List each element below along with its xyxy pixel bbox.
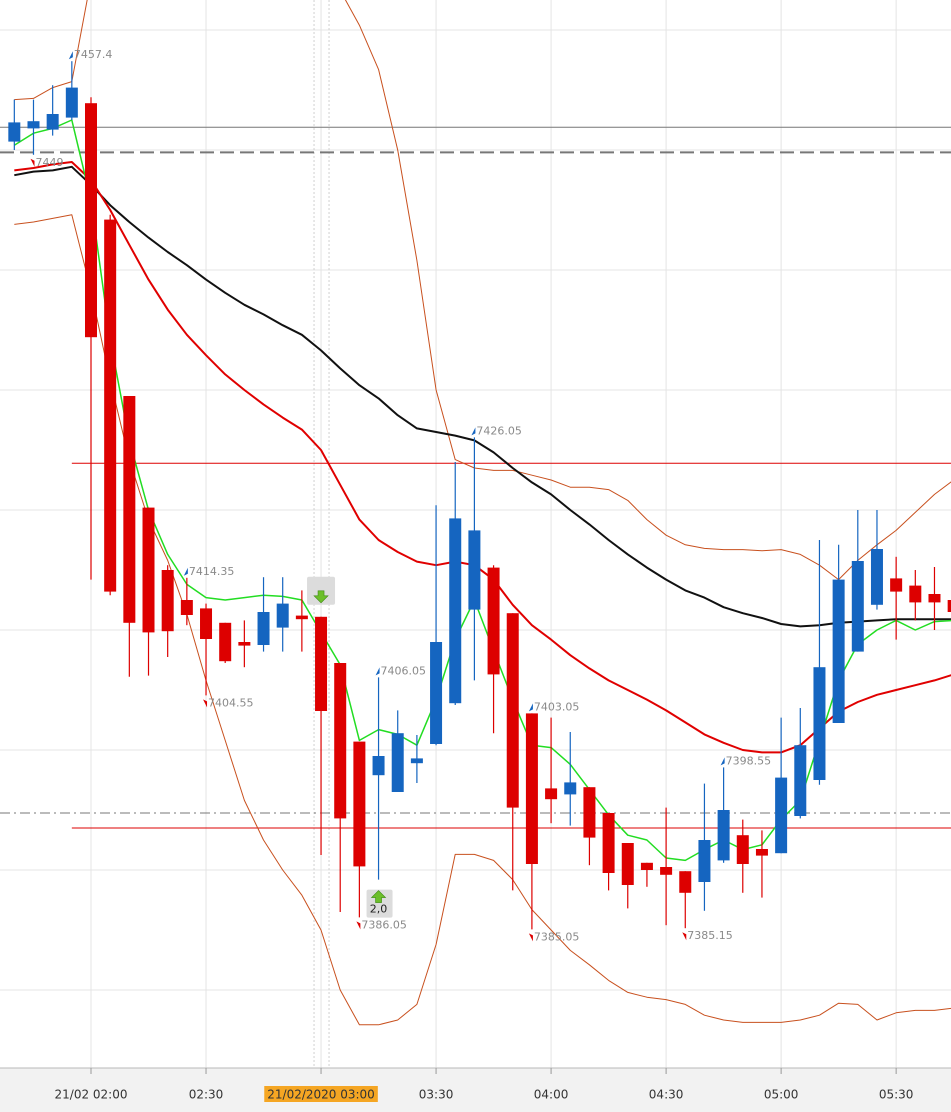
- high-marker: [720, 757, 725, 766]
- low-label: 7449: [35, 156, 63, 169]
- candle-body: [583, 787, 596, 838]
- high-label: 7406.05: [381, 664, 427, 677]
- candle-body: [794, 745, 807, 816]
- high-label: 7426.05: [476, 424, 522, 437]
- candle-body: [257, 612, 270, 645]
- x-tick-label: 04:30: [649, 1088, 684, 1102]
- candle-body: [180, 600, 193, 615]
- candle-body: [372, 756, 385, 776]
- candle-body: [506, 613, 519, 808]
- x-tick-label: 04:00: [534, 1088, 569, 1102]
- candle-body: [449, 518, 462, 704]
- plot-area: 7457.4 7414.35 7406.05 7426.05 7403.05 7398.5…: [0, 0, 951, 1026]
- high-marker: [375, 667, 380, 676]
- candle-body: [928, 594, 941, 603]
- candle-body: [65, 87, 78, 118]
- x-axis-bar: [0, 1068, 951, 1112]
- high-marker: [471, 427, 476, 436]
- candle-body: [46, 114, 59, 130]
- candle-body: [104, 219, 117, 592]
- candle-body: [602, 813, 615, 873]
- candle-body: [717, 810, 730, 861]
- candle-body: [660, 867, 673, 875]
- low-label: 7385.15: [687, 929, 733, 942]
- signal-arrow: [370, 890, 387, 903]
- candle-body: [621, 843, 634, 885]
- low-marker: [528, 933, 533, 942]
- candle-body: [640, 862, 653, 870]
- high-marker: [528, 703, 533, 712]
- high-label: 7457.4: [74, 48, 113, 61]
- low-label: 7385.05: [534, 930, 580, 943]
- candle-body: [200, 608, 213, 639]
- candle-body: [775, 777, 788, 854]
- candle-body: [525, 713, 538, 864]
- x-tick-label: 05:00: [764, 1088, 799, 1102]
- candle-body: [8, 122, 21, 142]
- low-label: 7386.05: [361, 918, 407, 931]
- high-label: 7398.55: [726, 754, 772, 767]
- candle-body: [564, 782, 577, 795]
- candle-body: [391, 733, 404, 792]
- signal-arrow: [313, 590, 329, 604]
- indicator-line: [14, 214, 951, 1026]
- candle-body: [315, 616, 328, 711]
- candle-body: [334, 663, 347, 819]
- high-marker: [183, 567, 188, 576]
- candle-body: [545, 788, 558, 800]
- low-label: 7404.55: [208, 696, 254, 709]
- candle-body: [353, 741, 366, 867]
- candle-body: [736, 835, 749, 864]
- candle-body: [85, 103, 97, 338]
- candle-body: [698, 840, 711, 882]
- candle-body: [430, 642, 443, 744]
- x-tick-label: 21/02 02:00: [55, 1088, 128, 1102]
- indicator-line: [14, 0, 951, 581]
- candle-body: [851, 561, 864, 652]
- candle-body: [909, 585, 922, 603]
- x-tick-label: 05:30: [879, 1088, 914, 1102]
- x-tick-label: 02:30: [189, 1088, 224, 1102]
- candle-body: [755, 849, 768, 856]
- candle-body: [123, 396, 136, 623]
- candle-body: [870, 549, 883, 605]
- x-tick-label: 21/02/2020 03:00: [267, 1088, 375, 1102]
- candle-body: [813, 667, 826, 780]
- cursor-label-bg: [264, 1086, 378, 1102]
- x-tick-label: 03:30: [419, 1088, 454, 1102]
- high-label: 7414.35: [189, 565, 235, 578]
- candle-body: [142, 507, 155, 633]
- high-label: 7403.05: [534, 700, 580, 713]
- candle-body: [679, 871, 692, 893]
- candle-body: [487, 567, 500, 675]
- low-marker: [356, 921, 361, 930]
- candle-body: [410, 758, 423, 764]
- x-axis: 21/02 02:00 02:30 21/02/2020 03:00 03:30 04:…: [55, 1068, 914, 1102]
- signal-label: 2,0: [370, 903, 388, 916]
- candle-body: [238, 642, 251, 646]
- candle-body: [947, 600, 951, 612]
- candle-body: [161, 570, 174, 632]
- indicator-line: [14, 165, 951, 628]
- low-marker: [203, 699, 208, 708]
- low-marker: [30, 158, 35, 167]
- candle-body: [276, 603, 289, 628]
- candle-body: [468, 530, 481, 610]
- candle-body: [27, 121, 40, 129]
- candle-body: [219, 622, 232, 662]
- candle-body: [295, 615, 308, 620]
- candle-body: [890, 578, 903, 592]
- high-marker: [68, 51, 73, 60]
- candle-body: [832, 579, 845, 723]
- low-marker: [682, 932, 687, 941]
